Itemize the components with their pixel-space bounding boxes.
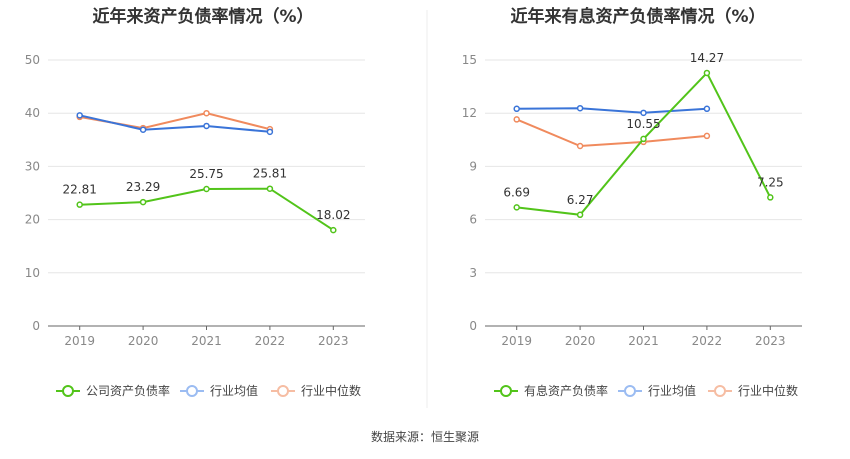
chart-1-x-tick-label: 2022 <box>255 334 286 348</box>
chart-1-y-tick-label: 0 <box>32 319 40 333</box>
chart-1-series-1-point <box>203 185 210 193</box>
chart-2-legend-label-2: 行业均值 <box>648 383 696 398</box>
chart-2-series-1-point <box>767 194 774 201</box>
chart-2-series-1-point <box>640 135 647 143</box>
chart-1-series-1-point <box>76 201 83 208</box>
chart-1-legend-marker-2 <box>186 385 198 397</box>
chart-2-series-2-point <box>703 105 711 113</box>
chart-1-series-line-1 <box>79 187 334 231</box>
chart-2-x-tick-label: 2021 <box>628 334 659 348</box>
chart-2-series-2-point <box>640 109 647 117</box>
chart-2-x-tick-label: 2019 <box>501 334 532 348</box>
chart-2-series-line-2 <box>516 107 707 114</box>
chart-2-data-label: 6.27 <box>567 193 594 207</box>
chart-2-y-tick-label: 3 <box>469 266 477 280</box>
chart-2-y-tick-label: 15 <box>462 53 477 67</box>
chart-1-data-label: 23.29 <box>126 180 160 194</box>
chart-1-legend-label-2: 行业均值 <box>210 383 258 398</box>
chart-2-legend-label-3: 行业中位数 <box>738 383 798 398</box>
chart-1-legend-label-3: 行业中位数 <box>301 383 361 398</box>
chart-2-y-tick-label: 6 <box>469 213 477 227</box>
chart-1-series-2-point <box>266 128 274 136</box>
chart-1-y-tick-label: 50 <box>25 53 40 67</box>
chart-1-series-1-point <box>330 226 337 234</box>
chart-2-data-label: 10.55 <box>626 117 660 131</box>
chart-2-series-1-point <box>703 69 711 77</box>
chart-2-legend-marker-2 <box>624 385 636 397</box>
chart-2-series-3-point <box>703 132 711 140</box>
chart-1-legend-label-1: 公司资产负债率 <box>86 383 170 398</box>
chart-2-legend-marker-1 <box>500 385 512 397</box>
data-source-note: 数据来源：恒生聚源 <box>370 430 479 444</box>
chart-1-legend-marker-1 <box>62 385 74 397</box>
chart-2-x-tick-label: 2020 <box>565 334 596 348</box>
chart-1-series-line-2 <box>79 114 270 133</box>
chart-2-y-tick-label: 12 <box>462 106 477 120</box>
chart-1-y-tick-label: 10 <box>25 266 40 280</box>
chart-1-series-2-point <box>139 126 147 133</box>
chart-1-title: 近年来资产负债率情况（%） <box>92 6 313 27</box>
chart-2-series-1-point <box>513 204 520 211</box>
chart-1-series-2-point <box>203 122 210 130</box>
chart-1-y-tick-label: 30 <box>25 159 40 173</box>
chart-2-y-tick-label: 0 <box>469 319 477 333</box>
chart-1-series-3-point <box>203 109 210 117</box>
chart-1-y-tick-label: 20 <box>25 213 40 227</box>
chart-2-series-3-point <box>513 116 520 123</box>
chart-2-data-label: 14.27 <box>690 51 724 65</box>
chart-1-series-1-point <box>266 185 274 192</box>
chart-1-y-tick-label: 40 <box>25 106 40 120</box>
chart-1-x-tick-label: 2019 <box>64 334 95 348</box>
chart-1-data-label: 25.75 <box>189 167 223 181</box>
chart-2-data-label: 7.25 <box>757 175 784 189</box>
chart-1-legend-marker-3 <box>277 385 289 397</box>
chart-2-series-2-point <box>576 104 584 112</box>
chart-2-series-1-point <box>576 211 584 219</box>
chart-2-series-3-point <box>576 142 584 150</box>
chart-1-series-1-point <box>139 198 147 206</box>
chart-1-series-2-point <box>76 112 83 119</box>
chart-2-series-2-point <box>513 105 520 113</box>
chart-1-x-tick-label: 2020 <box>128 334 159 348</box>
chart-2-legend-marker-3 <box>714 385 726 397</box>
chart-2-series-line-3 <box>516 118 707 148</box>
chart-2-data-label: 6.69 <box>503 185 530 199</box>
chart-2-legend-label-1: 有息资产负债率 <box>524 383 608 398</box>
chart-1-x-tick-label: 2021 <box>191 334 222 348</box>
chart-2-x-tick-label: 2023 <box>755 334 786 348</box>
chart-2-y-tick-label: 9 <box>469 159 477 173</box>
chart-2-title: 近年来有息资产负债率情况（%） <box>510 6 765 27</box>
chart-1-data-label: 22.81 <box>63 183 97 197</box>
chart-1-x-tick-label: 2023 <box>318 334 349 348</box>
chart-1-data-label: 25.81 <box>253 167 287 181</box>
chart-1-data-label: 18.02 <box>316 208 350 222</box>
chart-2-x-tick-label: 2022 <box>692 334 723 348</box>
